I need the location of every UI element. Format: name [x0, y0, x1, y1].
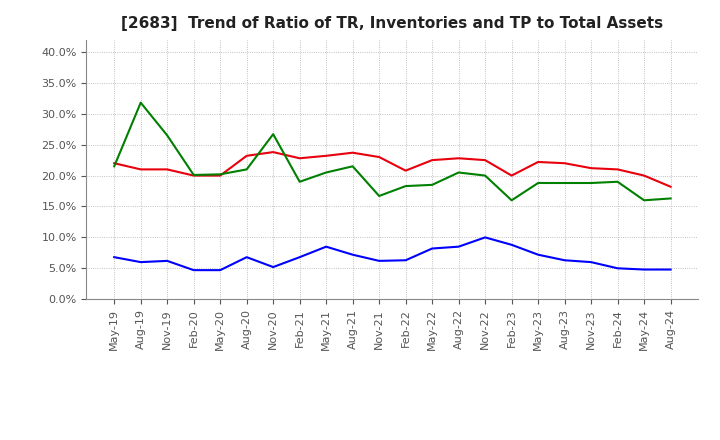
- Inventories: [269, 264, 277, 270]
- Line: Trade Receivables: Trade Receivables: [114, 152, 670, 187]
- Trade Payables: [136, 100, 145, 105]
- Trade Receivables: [189, 173, 198, 178]
- Inventories: [189, 268, 198, 273]
- Trade Payables: [189, 172, 198, 178]
- Trade Receivables: [560, 161, 569, 166]
- Trade Payables: [560, 180, 569, 186]
- Trade Payables: [216, 172, 225, 177]
- Trade Payables: [401, 183, 410, 189]
- Inventories: [375, 258, 384, 264]
- Inventories: [560, 258, 569, 263]
- Trade Payables: [508, 198, 516, 203]
- Trade Receivables: [163, 167, 171, 172]
- Trade Payables: [666, 196, 675, 201]
- Trade Payables: [243, 167, 251, 172]
- Inventories: [401, 258, 410, 263]
- Trade Payables: [640, 198, 649, 203]
- Trade Payables: [348, 164, 357, 169]
- Trade Receivables: [587, 165, 595, 171]
- Trade Receivables: [454, 156, 463, 161]
- Trade Receivables: [666, 184, 675, 189]
- Inventories: [295, 254, 304, 260]
- Inventories: [640, 267, 649, 272]
- Inventories: [534, 252, 542, 257]
- Trade Receivables: [243, 153, 251, 158]
- Line: Inventories: Inventories: [114, 238, 670, 270]
- Trade Receivables: [640, 173, 649, 178]
- Trade Payables: [534, 180, 542, 186]
- Line: Trade Payables: Trade Payables: [114, 103, 670, 200]
- Inventories: [587, 260, 595, 265]
- Trade Receivables: [295, 156, 304, 161]
- Trade Receivables: [110, 161, 119, 166]
- Trade Payables: [269, 132, 277, 137]
- Trade Payables: [322, 170, 330, 175]
- Trade Receivables: [375, 154, 384, 160]
- Inventories: [136, 260, 145, 265]
- Trade Receivables: [136, 167, 145, 172]
- Inventories: [163, 258, 171, 264]
- Inventories: [454, 244, 463, 249]
- Trade Receivables: [401, 168, 410, 173]
- Inventories: [428, 246, 436, 251]
- Trade Receivables: [348, 150, 357, 155]
- Trade Payables: [481, 173, 490, 178]
- Inventories: [322, 244, 330, 249]
- Trade Payables: [428, 182, 436, 187]
- Inventories: [110, 254, 119, 260]
- Title: [2683]  Trend of Ratio of TR, Inventories and TP to Total Assets: [2683] Trend of Ratio of TR, Inventories…: [122, 16, 663, 32]
- Inventories: [508, 242, 516, 247]
- Trade Receivables: [322, 153, 330, 158]
- Inventories: [613, 266, 622, 271]
- Trade Receivables: [269, 150, 277, 155]
- Trade Receivables: [508, 173, 516, 178]
- Inventories: [666, 267, 675, 272]
- Trade Payables: [375, 193, 384, 198]
- Trade Receivables: [613, 167, 622, 172]
- Trade Receivables: [216, 173, 225, 178]
- Inventories: [216, 268, 225, 273]
- Inventories: [348, 252, 357, 257]
- Trade Payables: [110, 164, 119, 169]
- Trade Receivables: [534, 159, 542, 165]
- Trade Receivables: [428, 158, 436, 163]
- Trade Payables: [163, 133, 171, 138]
- Trade Receivables: [481, 158, 490, 163]
- Inventories: [243, 254, 251, 260]
- Trade Payables: [587, 180, 595, 186]
- Trade Payables: [295, 179, 304, 184]
- Inventories: [481, 235, 490, 240]
- Trade Payables: [613, 179, 622, 184]
- Trade Payables: [454, 170, 463, 175]
